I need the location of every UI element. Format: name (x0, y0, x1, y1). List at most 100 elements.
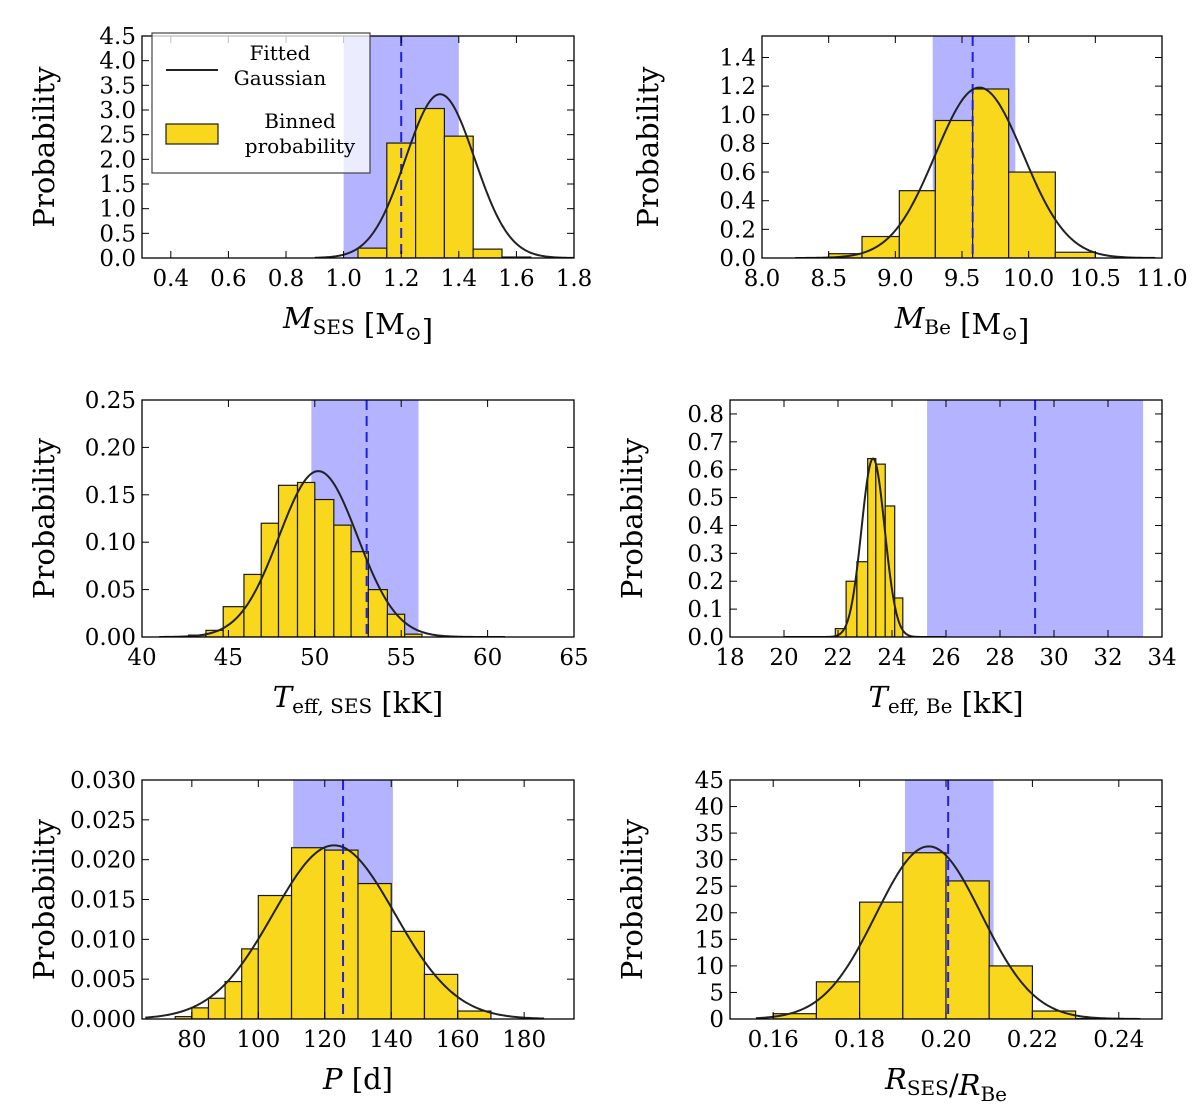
x-tick-label: 32 (1093, 645, 1122, 671)
y-axis-label: Probability (615, 818, 649, 980)
y-tick-label: 0.000 (70, 1007, 136, 1033)
histogram-bar (945, 880, 990, 1019)
y-tick-label: 0 (709, 1007, 724, 1033)
histogram-bar (404, 633, 423, 637)
histogram-bar (260, 522, 280, 637)
panel-teff_be: 18 20 22 24 26 28 30 32 340.00.10.20.30.40.50.60… (615, 399, 1177, 720)
y-tick-label: 0.020 (70, 848, 136, 874)
x-tick-label: 20 (769, 645, 798, 671)
y-tick-label: 0.6 (719, 160, 756, 186)
y-tick-label: 0.10 (85, 530, 136, 556)
x-tick-label: 10.5 (1070, 266, 1121, 292)
histogram-bar (856, 561, 869, 637)
x-tick-label: 28 (985, 645, 1014, 671)
histogram-bar (357, 882, 392, 1019)
y-axis-label: Probability (27, 437, 61, 599)
x-tick-label: 26 (931, 645, 960, 671)
x-tick-label: 0.18 (834, 1027, 885, 1053)
x-axis-label: MSES [M⊙] (282, 301, 433, 347)
fitted-gaussian-curve (755, 845, 1141, 1019)
y-tick-label: 0.5 (99, 221, 136, 247)
y-tick-label: 25 (695, 874, 724, 900)
y-tick-label: 3.5 (99, 73, 136, 99)
x-axis-label: P [d] (322, 1062, 393, 1096)
legend-bar-swatch (165, 123, 219, 145)
x-tick-label: 180 (502, 1027, 546, 1053)
y-tick-label: 2.5 (99, 123, 136, 149)
y-tick-label: 0.4 (719, 189, 756, 215)
y-tick-label: 0.010 (70, 927, 136, 953)
y-tick-label: 1.2 (719, 74, 756, 100)
y-axis-label: Probability (615, 437, 649, 599)
x-tick-label: 80 (177, 1027, 206, 1053)
x-axis-label: MBe [M⊙] (894, 301, 1030, 347)
x-tick-label: 1.4 (441, 266, 478, 292)
y-tick-label: 0.15 (85, 483, 136, 509)
x-tick-label: 160 (436, 1027, 480, 1053)
legend-bar-label: probability (245, 134, 356, 158)
y-tick-label: 4.0 (99, 49, 136, 75)
y-tick-label: 20 (695, 901, 724, 927)
y-tick-label: 10 (695, 954, 724, 980)
histogram-bar (386, 613, 406, 637)
y-tick-label: 0.8 (719, 131, 756, 157)
x-tick-label: 0.22 (1007, 1027, 1058, 1053)
panel-m_be: 8.0 8.5 9.0 9.5 10.0 10.5 11.00.00.20.40.60.81… (631, 35, 1188, 347)
x-tick-label: 65 (559, 645, 588, 671)
histogram-bar (858, 901, 904, 1019)
x-tick-label: 30 (1039, 645, 1068, 671)
x-tick-label: 0.16 (748, 1027, 799, 1053)
histogram-bar (224, 980, 243, 1019)
y-tick-label: 0.00 (85, 625, 136, 651)
y-tick-label: 0.0 (719, 246, 756, 272)
y-tick-label: 0.005 (70, 967, 136, 993)
x-tick-label: 0.24 (1093, 1027, 1144, 1053)
y-tick-label: 1.5 (99, 172, 136, 198)
x-tick-label: 24 (877, 645, 906, 671)
x-tick-label: 8.5 (810, 266, 847, 292)
y-tick-label: 0.20 (85, 435, 136, 461)
x-tick-label: 100 (236, 1027, 280, 1053)
histogram-bar (443, 135, 474, 258)
histogram-bar (277, 484, 299, 637)
y-tick-label: 30 (695, 848, 724, 874)
histogram-bar (898, 190, 936, 258)
x-tick-label: 40 (127, 645, 156, 671)
histogram-bar (390, 930, 426, 1019)
histogram-bar (1008, 171, 1056, 258)
y-tick-label: 45 (695, 768, 724, 794)
histogram-bar (1054, 251, 1096, 258)
histogram-bar (191, 1007, 210, 1019)
histogram-bar (314, 498, 335, 637)
y-tick-label: 5 (709, 980, 724, 1006)
y-tick-label: 3.0 (99, 98, 136, 124)
y-tick-label: 2.0 (99, 147, 136, 173)
y-tick-label: 0.0 (99, 246, 136, 272)
x-tick-label: 0.6 (210, 266, 247, 292)
histogram-bar (290, 847, 326, 1019)
y-tick-label: 0.5 (687, 486, 724, 512)
histogram-bar (324, 849, 359, 1019)
y-tick-label: 1.0 (719, 103, 756, 129)
y-tick-label: 35 (695, 821, 724, 847)
y-axis-label: Probability (27, 66, 61, 228)
legend-curve-label: Gaussian (234, 66, 327, 90)
y-tick-label: 0.4 (687, 513, 724, 539)
x-axis-label: Teff, Be [kK] (868, 680, 1023, 720)
y-tick-label: 0.7 (687, 430, 724, 456)
legend-box (151, 32, 371, 174)
legend-curve-label: Fitted (250, 41, 311, 65)
x-tick-label: 34 (1147, 645, 1176, 671)
y-tick-label: 0.025 (70, 808, 136, 834)
x-tick-label: 1.8 (556, 266, 593, 292)
histogram-bar (472, 248, 503, 258)
x-tick-label: 45 (214, 645, 243, 671)
panel-m_ses: 0.4 0.6 0.8 1.0 1.2 1.4 1.6 1.80.00.51.01.52.02… (27, 24, 592, 347)
y-tick-label: 0.3 (687, 541, 724, 567)
x-tick-label: 9.0 (877, 266, 914, 292)
fitted-gaussian-curve (314, 93, 574, 258)
y-tick-label: 0.25 (85, 388, 136, 414)
